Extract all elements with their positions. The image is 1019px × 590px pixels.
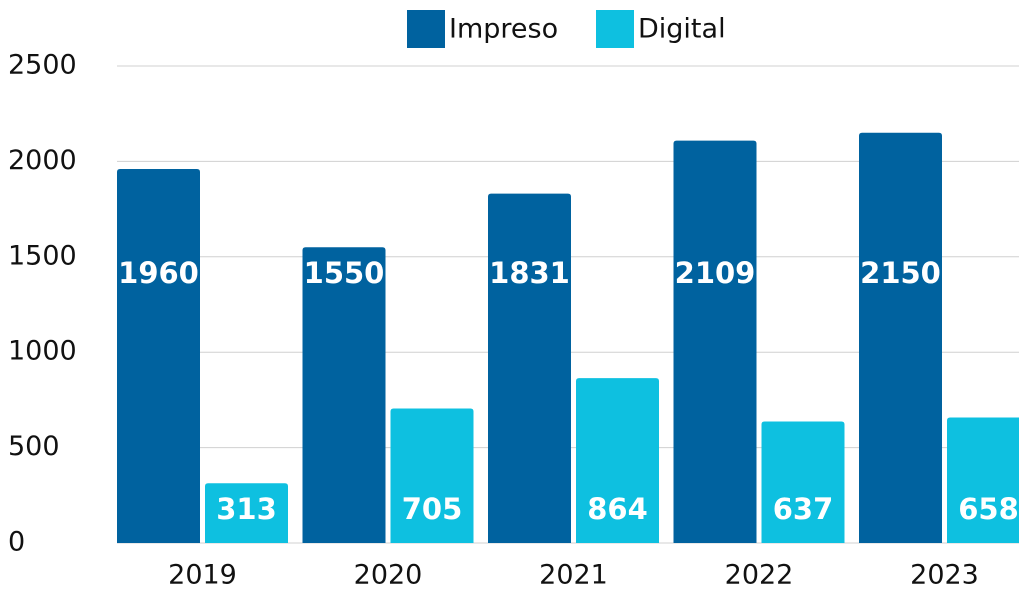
value-label: 1550 [304, 256, 385, 290]
x-tick-label: 2021 [539, 560, 608, 590]
value-label: 705 [402, 492, 463, 526]
legend-swatch [407, 10, 445, 48]
value-label: 313 [216, 492, 277, 526]
bar [576, 378, 659, 543]
value-label: 658 [958, 492, 1019, 526]
bar [673, 140, 757, 544]
value-label: 2150 [860, 256, 941, 290]
y-tick-label: 0 [8, 527, 25, 558]
bar [205, 483, 288, 543]
value-label: 864 [587, 492, 648, 526]
bar [488, 193, 571, 543]
y-tick-label: 2500 [8, 50, 77, 81]
bar [947, 417, 1019, 543]
value-label: 1960 [118, 256, 199, 290]
bar [859, 132, 942, 543]
x-tick-label: 2020 [354, 560, 423, 590]
value-label: 1831 [489, 256, 570, 290]
legend-swatch [596, 10, 634, 48]
x-tick-label: 2022 [725, 560, 794, 590]
bar [390, 408, 474, 543]
bar [117, 169, 200, 544]
value-label: 637 [773, 492, 834, 526]
y-tick-label: 2000 [8, 145, 77, 176]
bar [761, 421, 845, 543]
bar [302, 247, 386, 543]
y-tick-label: 1500 [8, 240, 77, 271]
x-tick-label: 2019 [168, 560, 237, 590]
legend-label: Impreso [449, 14, 558, 45]
value-label: 2109 [675, 256, 756, 290]
y-tick-label: 500 [8, 431, 60, 462]
x-tick-label: 2023 [910, 560, 979, 590]
y-tick-label: 1000 [8, 336, 77, 367]
legend-label: Digital [638, 14, 726, 45]
